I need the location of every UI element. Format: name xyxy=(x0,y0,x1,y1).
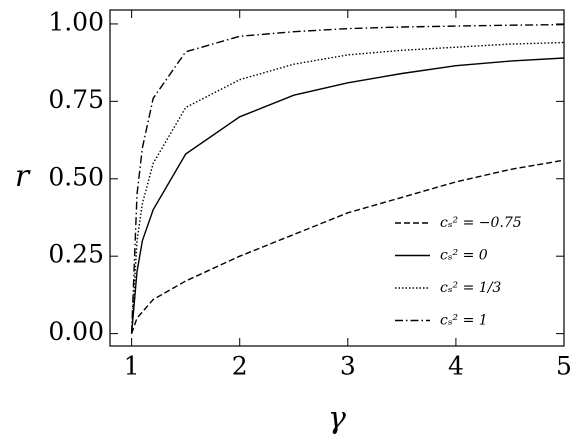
series-line xyxy=(130,57,565,334)
series-line xyxy=(130,159,565,334)
y-tick-label: 0.00 xyxy=(48,317,104,346)
y-tick-label: 0.25 xyxy=(48,240,104,269)
legend-label: cₛ² = −0.75 xyxy=(440,215,522,231)
x-tick-label: 5 xyxy=(556,352,572,381)
y-tick-label: 1.00 xyxy=(48,7,104,36)
y-axis-label: r xyxy=(15,159,31,194)
series-line xyxy=(130,41,565,334)
x-axis-label: γ xyxy=(328,401,346,436)
x-tick-label: 4 xyxy=(448,352,464,381)
y-tick-label: 0.75 xyxy=(48,85,104,114)
y-tick-label: 0.50 xyxy=(48,162,104,191)
x-tick-label: 3 xyxy=(340,352,356,381)
legend-label: cₛ² = 1 xyxy=(440,313,488,329)
legend-label: cₛ² = 1/3 xyxy=(440,280,501,296)
x-tick-label: 2 xyxy=(232,352,248,381)
x-tick-label: 1 xyxy=(124,352,140,381)
legend-label: cₛ² = 0 xyxy=(440,248,488,264)
plot-frame xyxy=(109,9,565,347)
series-line xyxy=(130,23,565,334)
